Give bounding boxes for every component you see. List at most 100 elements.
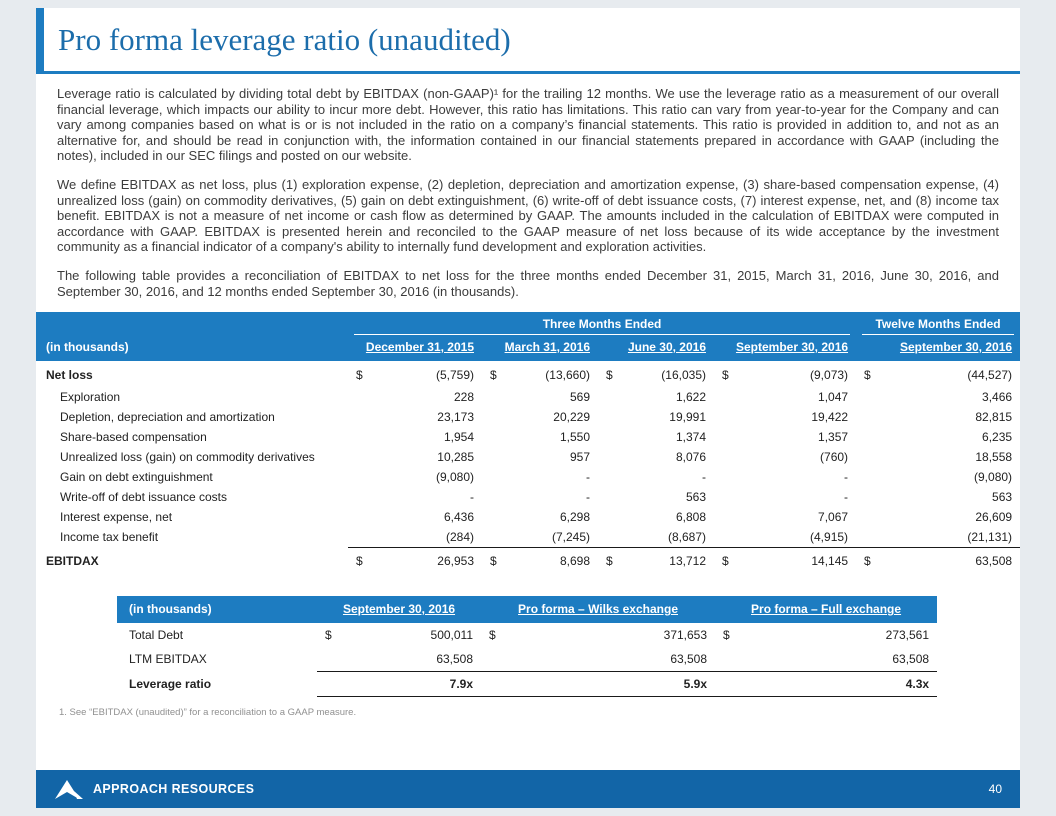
dollar-sign [598,467,620,487]
cell-value: 7.9x [341,671,482,698]
dollar-sign: $ [722,368,729,383]
row-label: Net loss [46,368,93,383]
dollar-sign [856,527,881,549]
table-row: Write-off of debt issuance costs - - 563 - 56… [36,487,1020,507]
cell-value: 228 [453,390,474,405]
cell-value: 63,508 [975,554,1013,569]
cell-value: 6,298 [559,510,590,525]
cell-value: (284) [370,527,482,549]
page-number: 40 [988,782,1002,796]
row-label: Interest expense, net [60,510,173,525]
column-header-full-exchange: Pro forma – Full exchange [715,596,938,624]
cell-value: 63,508 [341,647,482,673]
footnote: 1. See “EBITDAX (unaudited)” for a recon… [59,707,357,719]
cell-value: 563 [992,490,1013,505]
cell-value: (16,035) [661,368,706,383]
dollar-sign [714,387,736,407]
column-header-in-thousands: (in thousands) [36,335,348,362]
cell-value: 1,954 [443,430,474,445]
cell-value: 6,235 [982,430,1013,445]
dollar-sign [856,427,880,447]
approach-logo-icon [55,780,83,799]
column-header-label: Pro forma – Wilks exchange [518,602,678,617]
group-header-twelve-months: Twelve Months Ended [856,312,1020,336]
dollar-sign [482,427,504,447]
table-row: Net loss $ (5,759) $ (13,660) $ (16,035) $ (9,07… [36,361,1020,387]
column-header-jun-2016: June 30, 2016 [598,335,714,362]
cell-value: 23,173 [437,410,474,425]
cell-value: 6,808 [675,510,706,525]
row-label: Unrealized loss (gain) on commodity deri… [60,450,315,465]
cell-value: - [470,490,474,505]
main-table-body: Net loss $ (5,759) $ (13,660) $ (16,035) $ (9,07… [36,361,1020,574]
dollar-sign [481,671,506,698]
table-row: LTM EBITDAX 63,508 63,508 63,508 [117,647,938,673]
dollar-sign [348,407,370,427]
column-header-label: September 30, 2016 [735,340,849,355]
dollar-sign [598,487,620,507]
column-header-row: (in thousands) September 30, 2016 Pro fo… [117,596,938,624]
cell-value: (5,759) [435,368,474,383]
dollar-sign [482,487,504,507]
dollar-sign [482,507,504,527]
dollar-sign [348,467,370,487]
dollar-sign: $ [606,554,613,569]
dollar-sign [348,507,370,527]
cell-value: 20,229 [553,410,590,425]
table-row: Leverage ratio 7.9x 5.9x 4.3x [117,671,938,698]
paragraph-2: We define EBITDAX as net loss, plus (1) … [57,176,999,255]
cell-value: 1,047 [818,390,849,405]
cell-value: (8,687) [620,527,714,549]
slide-sheet: Pro forma leverage ratio (unaudited) Lev… [36,8,1020,808]
dollar-sign [856,447,880,467]
dollar-sign [715,647,740,673]
dollar-sign [714,507,736,527]
cell-value: - [586,470,590,485]
dollar-sign [598,407,620,427]
dollar-sign [714,447,736,467]
group-header-label: Three Months Ended [354,317,851,336]
row-label: Write-off of debt issuance costs [60,490,227,505]
row-label: LTM EBITDAX [129,652,207,667]
column-header-label: March 31, 2016 [504,340,590,355]
table-row: Exploration 228 569 1,622 1,047 3,466 [36,387,1020,407]
dollar-sign [856,387,880,407]
body-copy: Leverage ratio is calculated by dividing… [36,74,1020,299]
cell-value: 8,076 [675,450,706,465]
row-label: Income tax benefit [60,530,159,545]
cell-value: (760) [820,450,849,465]
cell-value: 19,991 [669,410,706,425]
row-label: Share-based compensation [60,430,207,445]
row-label: EBITDAX [46,553,99,568]
cell-value: 26,609 [975,510,1013,525]
ebitdax-reconciliation-table: Three Months Ended Twelve Months Ended (… [36,312,1020,574]
cell-value: (9,080) [435,470,474,485]
cell-value: (13,660) [545,368,590,383]
column-header-dec-2015: December 31, 2015 [348,335,482,362]
accent-bar [36,8,44,74]
dollar-sign: $ [356,554,363,569]
cell-value: 1,357 [818,430,849,445]
cell-value: (44,527) [967,368,1013,383]
column-header-label: September 30, 2016 [342,602,456,617]
column-header-mar-2016: March 31, 2016 [482,335,598,362]
slide-footer: APPROACH RESOURCES 40 [36,770,1020,808]
table-row: Depletion, depreciation and amortization… [36,407,1020,427]
cell-value: - [586,490,590,505]
dollar-sign [482,447,504,467]
dollar-sign [714,527,736,549]
dollar-sign [856,507,880,527]
dollar-sign [348,527,370,549]
dollar-sign [714,407,736,427]
group-header-row: Three Months Ended Twelve Months Ended [36,312,1020,336]
column-header-in-thousands: (in thousands) [117,596,317,624]
cell-value: 3,466 [982,390,1013,405]
column-header-label: September 30, 2016 [899,340,1013,355]
column-header-sep-2016: September 30, 2016 [317,596,482,624]
cell-value: 82,815 [975,410,1013,425]
dollar-sign [348,487,370,507]
dollar-sign [714,467,736,487]
slide-header: Pro forma leverage ratio (unaudited) [36,8,1020,74]
group-header-three-months: Three Months Ended [348,312,857,336]
